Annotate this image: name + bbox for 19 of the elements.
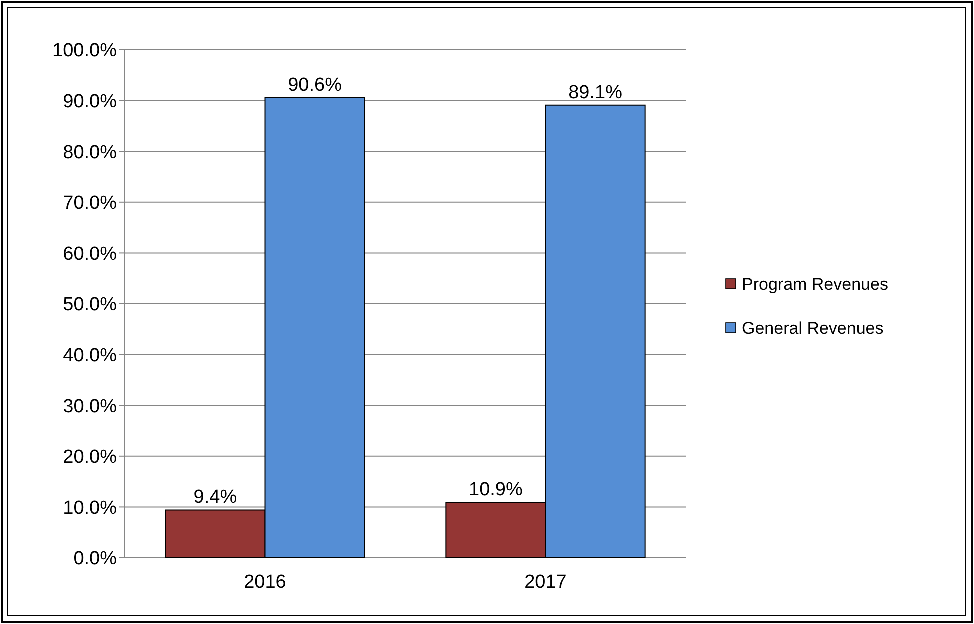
y-tick-label: 70.0% <box>63 193 118 214</box>
data-label: 10.9% <box>469 480 524 501</box>
y-tick-label: 80.0% <box>63 142 118 164</box>
y-tick-label: 20.0% <box>63 447 118 468</box>
y-tick-label: 40.0% <box>63 345 118 366</box>
y-tick-label: 50.0% <box>63 294 118 316</box>
y-tick-label: 0.0% <box>74 548 118 570</box>
y-tick-label: 100.0% <box>52 40 118 62</box>
x-tick-label: 2017 <box>524 572 567 593</box>
x-tick-label: 2016 <box>244 572 286 593</box>
y-tick-label: 30.0% <box>63 396 118 418</box>
legend-label: Program Revenues <box>742 274 888 294</box>
data-label: 9.4% <box>194 487 238 508</box>
legend-label: General Revenues <box>742 318 884 338</box>
data-label: 90.6% <box>288 74 342 96</box>
data-label: 89.1% <box>568 82 623 104</box>
y-tick-label: 90.0% <box>63 91 118 112</box>
y-tick-label: 10.0% <box>63 498 118 519</box>
y-tick-label: 60.0% <box>63 244 118 265</box>
